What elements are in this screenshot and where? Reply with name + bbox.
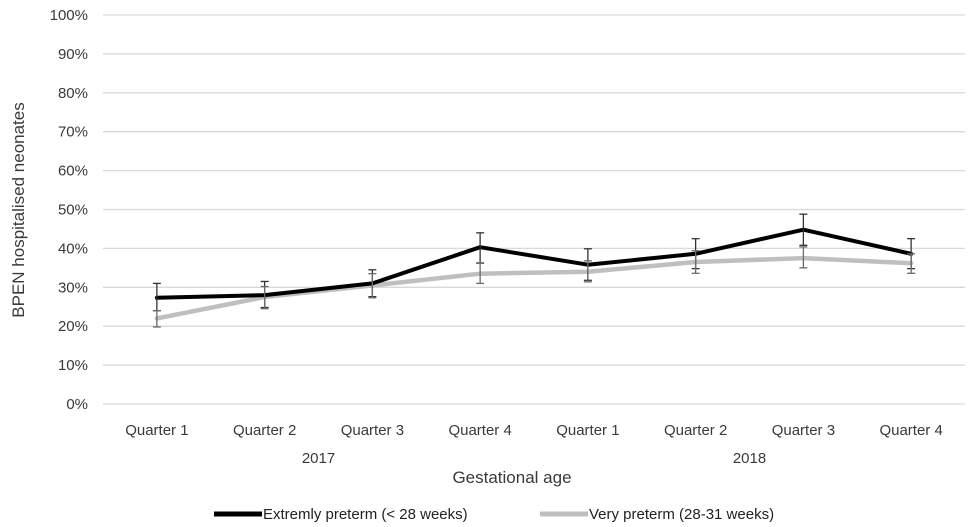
legend-label-extremly-preterm: Extremly preterm (< 28 weeks): [263, 506, 468, 523]
legend-label-very-preterm: Very preterm (28-31 weeks): [589, 506, 774, 523]
error-bar-very-preterm: [152, 309, 161, 328]
error-bar-very-preterm: [260, 285, 269, 310]
x-tick-label: Quarter 4: [448, 422, 511, 439]
y-tick-label: 100%: [50, 7, 88, 24]
y-tick-label: 70%: [58, 124, 88, 141]
y-tick-label: 90%: [58, 46, 88, 63]
error-bars: [152, 213, 916, 328]
error-bar-very-preterm: [476, 262, 485, 285]
series-line-very-preterm: [154, 255, 914, 321]
legend: Extremly preterm (< 28 weeks) Very prete…: [214, 506, 774, 523]
x-tick-label: Quarter 3: [772, 422, 835, 439]
x-group-label: 2018: [733, 450, 766, 467]
series-lines: [154, 227, 914, 321]
gridlines: [103, 14, 965, 405]
error-bar-extremly-preterm: [799, 213, 808, 246]
y-tick-label: 10%: [58, 357, 88, 374]
x-axis-title: Gestational age: [452, 468, 571, 487]
y-axis-title: BPEN hospitalised neonates: [9, 102, 28, 317]
y-tick-label: 60%: [58, 163, 88, 180]
x-tick-label: Quarter 2: [664, 422, 727, 439]
x-tick-label: Quarter 1: [125, 422, 188, 439]
error-bar-very-preterm: [368, 273, 377, 299]
y-axis-ticks: 0% 10% 20% 30% 40% 50% 60% 70% 80% 90% 100%: [50, 7, 88, 413]
x-tick-label: Quarter 1: [556, 422, 619, 439]
error-bar-very-preterm: [583, 260, 592, 283]
series-line-extremly-preterm: [154, 227, 914, 300]
x-tick-label: Quarter 4: [879, 422, 942, 439]
y-tick-label: 40%: [58, 240, 88, 257]
x-axis-year-groups: 2017 2018: [302, 450, 766, 467]
y-tick-label: 80%: [58, 85, 88, 102]
y-tick-label: 30%: [58, 279, 88, 296]
error-bar-very-preterm: [799, 246, 808, 269]
error-bar-very-preterm: [907, 253, 916, 274]
x-axis-ticks: Quarter 1 Quarter 2 Quarter 3 Quarter 4 Quar…: [125, 422, 943, 439]
error-bar-very-preterm: [691, 250, 700, 274]
x-tick-label: Quarter 3: [341, 422, 404, 439]
x-group-label: 2017: [302, 450, 335, 467]
y-tick-label: 20%: [58, 318, 88, 335]
x-tick-label: Quarter 2: [233, 422, 296, 439]
y-tick-label: 50%: [58, 202, 88, 219]
y-tick-label: 0%: [66, 396, 88, 413]
